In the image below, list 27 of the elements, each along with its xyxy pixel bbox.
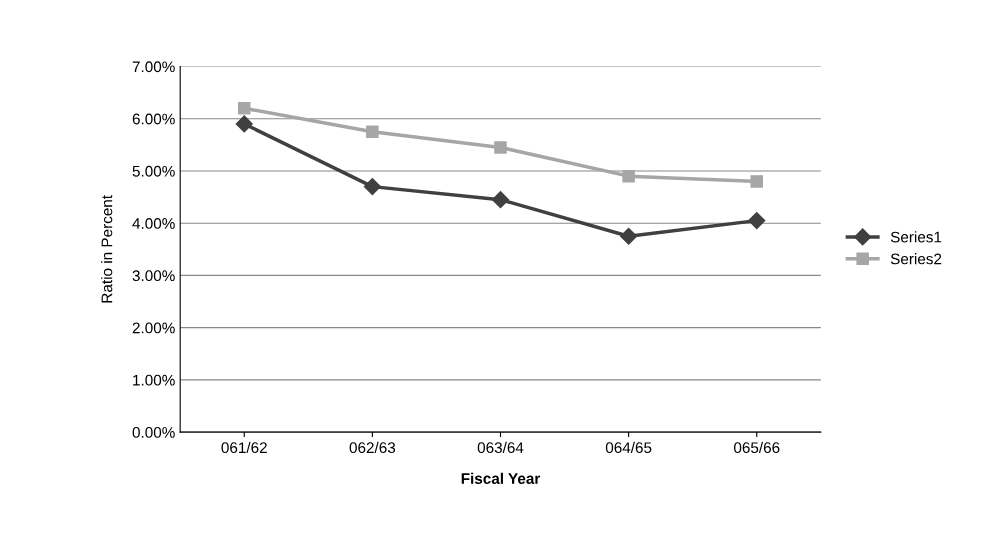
point xyxy=(750,175,764,188)
legend-label: Series2 xyxy=(890,253,942,265)
point xyxy=(620,227,638,245)
point xyxy=(494,141,507,154)
y-axis-title: Ratio in Percent xyxy=(101,195,113,303)
y-tick-label: 4.00% xyxy=(132,218,175,229)
y-tick-label: 1.00% xyxy=(133,374,175,386)
point xyxy=(622,169,635,183)
point xyxy=(748,212,766,230)
point xyxy=(237,102,251,115)
y-tick-label: 7.00% xyxy=(132,61,175,73)
y-tick-label: 6.00% xyxy=(132,113,175,125)
x-tick-label: 064/65 xyxy=(605,441,652,454)
point xyxy=(363,178,381,196)
point xyxy=(366,125,379,139)
y-tick-label: 5.00% xyxy=(132,165,175,177)
x-tick-label: 061/62 xyxy=(221,441,267,454)
x-tick-label: 063/64 xyxy=(477,441,524,454)
x-axis-title: Fiscal Year xyxy=(461,472,541,484)
point xyxy=(491,191,510,209)
legend-label: Series1 xyxy=(890,231,942,243)
point xyxy=(235,115,253,133)
y-tick-label: 3.00% xyxy=(132,270,175,282)
x-tick-label: 062/63 xyxy=(349,441,396,454)
y-tick-label: 0.00% xyxy=(132,426,175,438)
x-tick-label: 065/66 xyxy=(733,441,780,454)
y-tick-label: 2.00% xyxy=(132,322,175,334)
